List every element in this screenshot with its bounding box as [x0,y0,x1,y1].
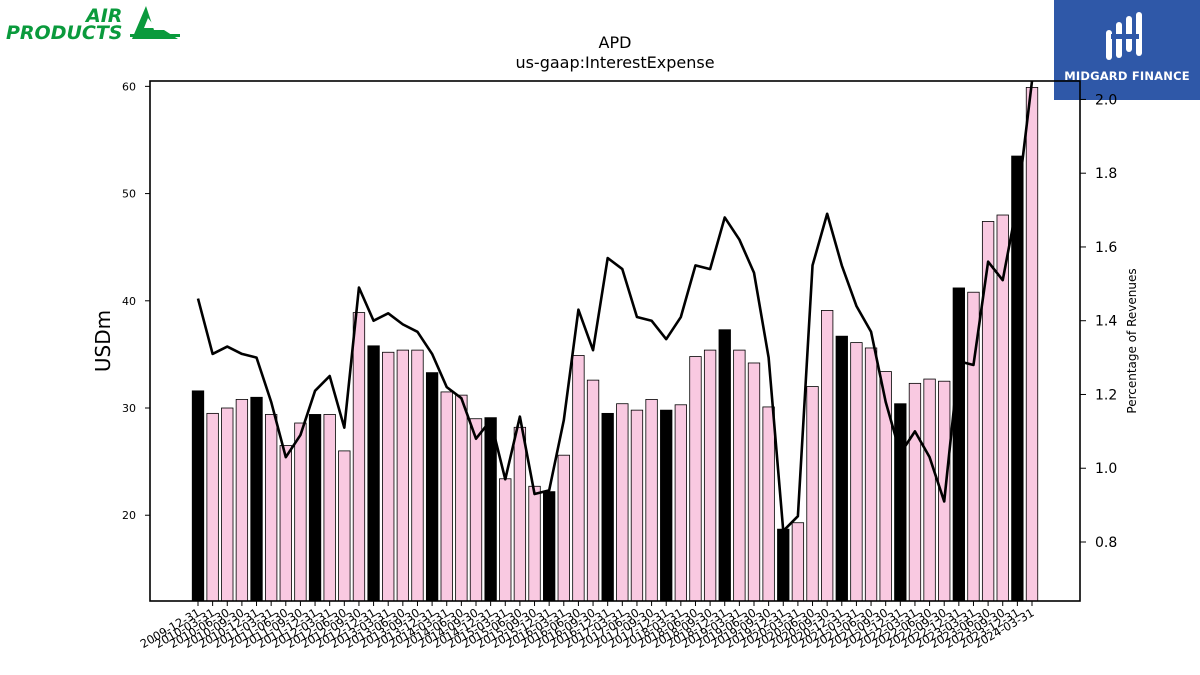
midgard-finance-logo: MIDGARD FINANCE [1054,0,1200,100]
y-tick-label-30: 30 [122,402,136,415]
bar-2015-09-30 [528,485,541,602]
y-tick-label-50: 50 [122,188,136,201]
bar-2018-03-31 [674,404,687,602]
y2-tick-label-1: 1.0 [1095,461,1117,477]
bar-2019-09-30 [762,406,775,602]
bar-2022-03-31 [908,382,922,602]
bar-2016-03-31 [557,454,570,602]
bar-2016-12-31 [601,412,614,602]
bar-2021-03-31 [850,342,863,602]
bar-2010-06-30 [221,407,234,602]
bar-2012-06-30 [338,450,351,602]
bar-2010-12-31 [250,396,263,602]
bar-2013-09-30 [411,349,424,602]
logo-line1: AIR [84,5,122,27]
bar-2011-12-31 [308,414,322,602]
bar-2021-06-30 [864,347,878,602]
y-tick-label-60: 60 [122,80,136,93]
chart-subtitle: us-gaap:InterestExpense [515,53,714,72]
bar-2010-03-31 [206,412,219,602]
pct-revenue-line [196,80,1034,533]
bar-2014-03-31 [440,391,453,602]
bar-2016-06-30 [572,355,585,602]
bar-2020-03-31 [791,522,805,602]
y-axis-label: USDm [91,310,115,372]
bar-2019-12-31 [777,528,790,602]
bar-2019-06-30 [747,362,761,602]
bar-2018-12-31 [718,329,731,602]
bar-2013-12-31 [425,372,439,602]
bar-2022-06-30 [923,378,936,602]
bar-2011-06-30 [279,445,292,602]
chart-title: APD [599,33,632,52]
y2-tick-label-0: 0.8 [1095,535,1117,551]
y-tick-label-40: 40 [122,295,136,308]
bar-2017-03-31 [616,403,629,602]
bar-2012-12-31 [367,345,380,602]
bar-2015-06-30 [513,426,527,602]
bar-2010-09-30 [235,399,249,602]
bar-2023-09-30 [996,214,1009,602]
bar-2017-06-30 [630,409,644,602]
y2-tick-label-3: 1.4 [1095,314,1117,330]
bar-2011-03-31 [265,414,278,602]
bar-2016-09-30 [586,379,600,602]
bar-2020-12-31 [835,335,848,602]
bar-2012-03-31 [323,414,336,602]
logo-line2: PRODUCTS [6,22,123,44]
bar-2011-09-30 [294,422,307,602]
bar-2014-12-31 [484,417,497,602]
bar-2013-06-30 [396,349,409,602]
bar-2018-06-30 [689,356,702,602]
bar-2022-12-31 [952,287,965,602]
y2-tick-label-5: 1.8 [1095,166,1117,182]
y2-tick-label-4: 1.6 [1095,240,1117,256]
delta-icon [132,6,178,39]
midgard-emblem-icon [1106,12,1142,60]
bar-2023-06-30 [981,221,995,602]
bar-2014-06-30 [455,394,468,602]
bar-2015-03-31 [499,478,512,602]
air-products-logo-art: AIR PRODUCTS [6,5,180,44]
bar-2020-09-30 [821,310,834,602]
bar-2014-09-30 [469,418,483,602]
bar-2019-03-31 [733,349,746,602]
y2-tick-label-6: 2.0 [1095,92,1117,108]
bar-2013-03-31 [382,351,395,602]
bar-2017-09-30 [645,399,658,602]
y-tick-label-20: 20 [122,509,136,522]
plot-frame [149,80,1081,602]
y2-tick-label-2: 1.2 [1095,387,1117,403]
bar-2009-12-31 [191,390,205,602]
bar-2020-06-30 [806,386,819,602]
bar-2024-03-31 [1025,87,1039,602]
bar-2012-09-30 [352,312,366,602]
bar-2018-09-30 [703,349,717,602]
air-products-logo: AIR PRODUCTS [4,4,182,44]
bar-2017-12-31 [660,409,673,602]
bar-2015-12-31 [543,491,556,602]
y2-axis-label: Percentage of Revenues [1125,268,1139,413]
midgard-brand-text: MIDGARD FINANCE [1064,69,1190,83]
bar-2021-12-31 [894,403,907,602]
